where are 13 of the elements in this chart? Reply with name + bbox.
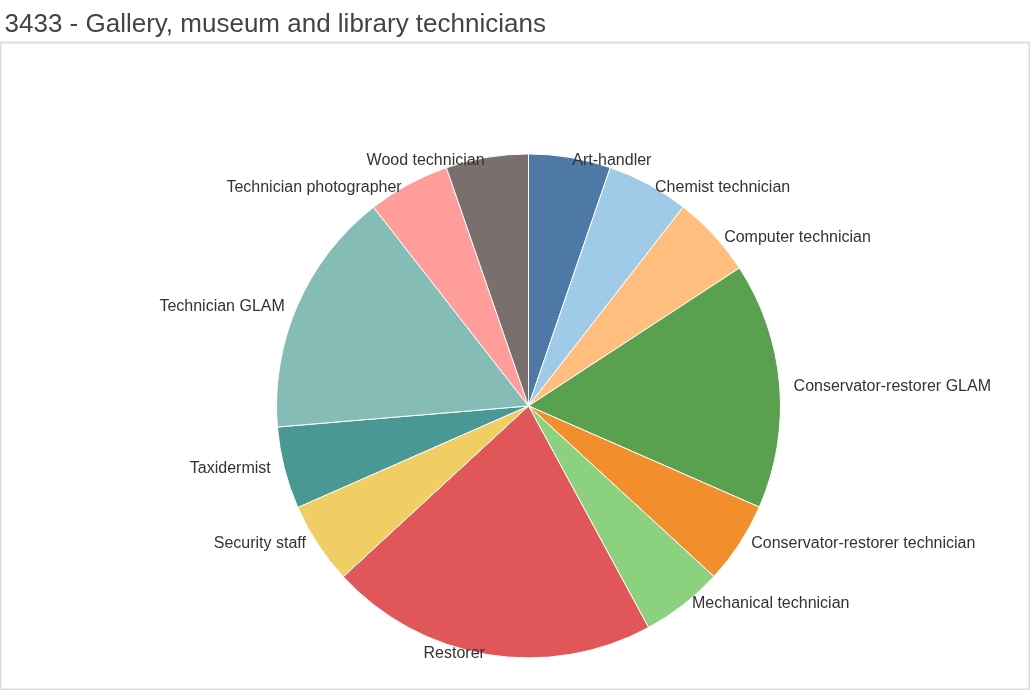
slice-label: Conservator-restorer technician <box>751 533 976 551</box>
slice-label: Technician photographer <box>226 177 403 195</box>
slice-label: Restorer <box>423 643 486 661</box>
chart-title: 3433 - Gallery, museum and library technicians <box>4 7 546 38</box>
slice-label: Technician GLAM <box>159 297 285 315</box>
slice-label: Conservator-restorer GLAM <box>793 376 991 394</box>
slice-label: Chemist technician <box>655 177 791 195</box>
slice-label: Computer technician <box>724 228 871 246</box>
slice-label: Art-handler <box>572 151 653 169</box>
slice-label: Taxidermist <box>189 459 272 476</box>
slice-label: Security staff <box>213 534 307 552</box>
slice-label: Wood technician <box>366 151 485 169</box>
slice-label: Mechanical technician <box>692 594 850 612</box>
